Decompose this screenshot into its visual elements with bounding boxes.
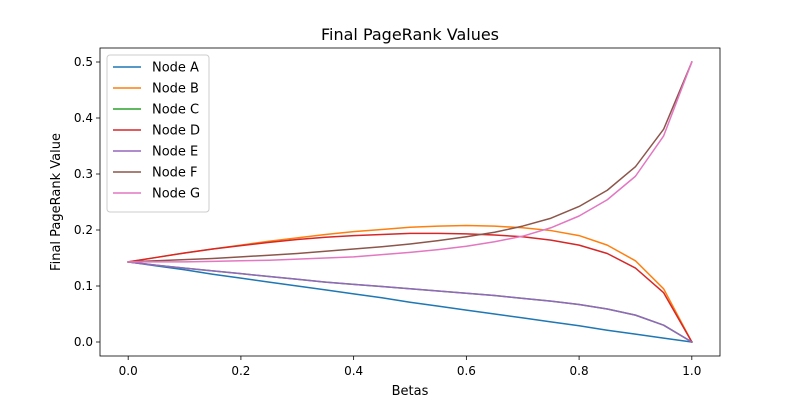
x-tick-label: 0.2 (231, 364, 250, 378)
legend-label-node-g: Node G (152, 187, 200, 202)
legend-label-node-b: Node B (152, 82, 199, 97)
legend-label-node-d: Node D (152, 124, 200, 139)
x-tick-label: 1.0 (682, 364, 701, 378)
x-tick-label: 0.8 (570, 364, 589, 378)
x-axis-label: Betas (392, 384, 429, 399)
series-line-node-g (127, 61, 693, 263)
series-line-node-a (127, 261, 693, 343)
y-tick-label: 0.3 (74, 167, 93, 181)
y-tick-label: 0.2 (74, 223, 93, 237)
legend-label-node-c: Node C (152, 103, 199, 118)
y-tick-label: 0.1 (74, 279, 93, 293)
legend: Node A Node B Node C Node D Node E Node F Node… (106, 54, 210, 213)
series-line-node-f (127, 61, 693, 263)
series-line-node-e (127, 261, 693, 344)
x-tick-label: 0.6 (457, 364, 476, 378)
y-tick-label: 0.5 (74, 55, 93, 69)
y-axis-label: Final PageRank Value (49, 133, 64, 271)
x-tick-label: 0.0 (119, 364, 138, 378)
y-tick-label: 0.4 (74, 111, 93, 125)
legend-label-node-e: Node E (152, 145, 198, 160)
x-tick-label: 0.4 (344, 364, 363, 378)
legend-label-node-f: Node F (152, 166, 198, 181)
y-tick-label: 0.0 (74, 335, 93, 349)
plot-area: 0.0 0.2 0.4 0.6 0.8 1.0 0.0 0.1 0.2 0.3 0.4 0.5 (74, 47, 721, 378)
chart-title: Final PageRank Values (321, 25, 499, 44)
axes-frame (99, 47, 721, 357)
series-line-node-d (127, 232, 693, 344)
legend-label-node-a: Node A (152, 61, 199, 76)
